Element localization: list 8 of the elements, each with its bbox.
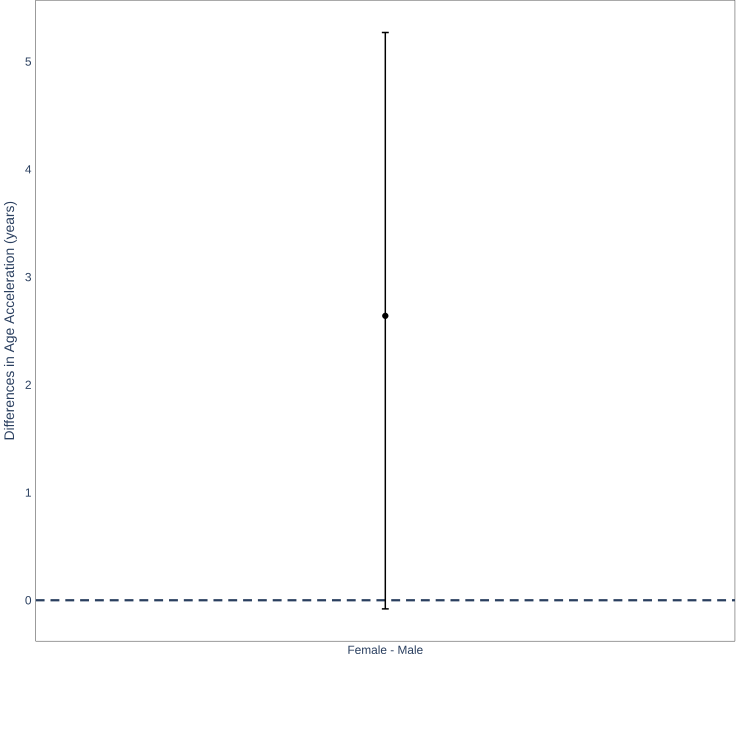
x-tick-label: Female - Male <box>348 645 422 654</box>
y-tick-label: 1 <box>26 488 31 497</box>
y-tick-label: 4 <box>24 165 31 174</box>
y-tick-label: 0 <box>25 596 31 604</box>
y-tick-label: 3 <box>25 272 31 282</box>
y-tick-label: 2 <box>25 380 31 389</box>
y-tick-label: 5 <box>25 57 31 66</box>
y-axis-title: Differences in Age Acceleration (years) <box>4 202 17 440</box>
